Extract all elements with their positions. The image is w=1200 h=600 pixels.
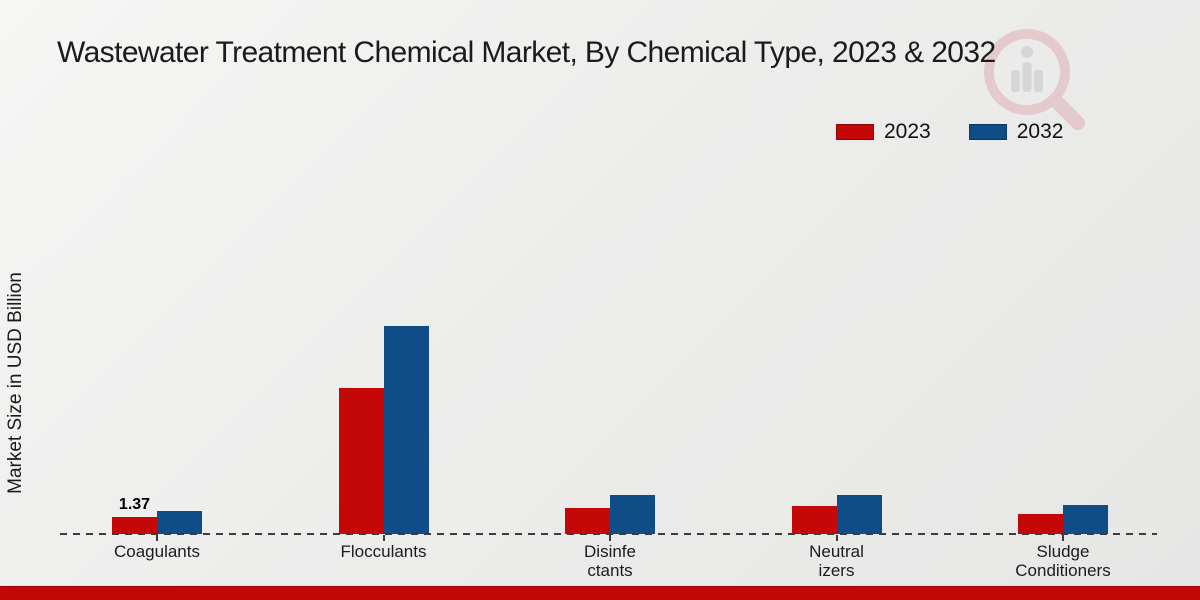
category-label-neutralizers: Neutral izers bbox=[747, 542, 927, 580]
category-label-line: Disinfe bbox=[584, 542, 636, 561]
x-axis-tick bbox=[156, 535, 158, 541]
category-label-line: izers bbox=[818, 561, 855, 580]
chart-title: Wastewater Treatment Chemical Market, By… bbox=[57, 36, 996, 69]
watermark-person-head-icon bbox=[1021, 46, 1033, 58]
category-label-line: Coagulants bbox=[113, 542, 200, 561]
category-label-sludge-conditioners: Sludge Conditioners bbox=[973, 542, 1153, 580]
x-axis-tick bbox=[382, 535, 385, 541]
bar-2023-neutralizers bbox=[791, 506, 837, 534]
bar-2032-sludge-conditioners bbox=[1063, 505, 1108, 534]
category-label-line: Neutral bbox=[809, 542, 864, 561]
bar-2023-flocculants bbox=[338, 388, 384, 534]
bar-2032-flocculants bbox=[383, 326, 429, 534]
legend-swatch-2023 bbox=[836, 124, 874, 140]
legend-label: 2032 bbox=[1016, 120, 1064, 143]
bar-2032-disinfectants bbox=[610, 495, 655, 534]
category-label-line: Conditioners bbox=[1015, 561, 1111, 580]
footer-accent-bar bbox=[0, 586, 1200, 600]
bar-2032-coagulants bbox=[157, 511, 202, 534]
category-label-line: Sludge bbox=[1036, 542, 1090, 561]
bar-2023-disinfectants bbox=[565, 508, 610, 534]
x-axis-tick bbox=[609, 535, 611, 541]
legend-item-2023: 2023 bbox=[836, 120, 931, 144]
zero-baseline-dashed bbox=[60, 533, 1157, 535]
category-label-coagulants: Coagulants bbox=[67, 542, 247, 561]
category-label-line: ctants bbox=[587, 561, 633, 580]
chart-legend: 2023 2032 bbox=[836, 120, 1063, 144]
legend-swatch-2032 bbox=[968, 124, 1007, 140]
category-label-disinfectants: Disinfe ctants bbox=[520, 542, 700, 580]
bar-2032-neutralizers bbox=[836, 495, 882, 534]
watermark-magnifier-ring-icon bbox=[984, 29, 1070, 115]
y-axis-label: Market Size in USD Billion bbox=[5, 272, 26, 494]
bar-2023-coagulants bbox=[112, 517, 157, 534]
watermark-magnifier-handle-icon bbox=[1048, 93, 1085, 130]
x-axis-tick bbox=[835, 535, 838, 541]
watermark-bar-icon bbox=[1034, 70, 1043, 92]
x-axis-tick bbox=[1062, 535, 1064, 541]
bar-2023-sludge-conditioners bbox=[1018, 514, 1063, 534]
category-label-flocculants: Flocculants bbox=[294, 542, 474, 561]
legend-label: 2023 bbox=[884, 120, 931, 143]
legend-item-2032: 2032 bbox=[968, 120, 1064, 144]
category-label-line: Flocculants bbox=[340, 542, 427, 561]
watermark-bar-icon bbox=[1022, 62, 1032, 92]
value-label-coagulants-2023: 1.37 bbox=[118, 496, 151, 513]
watermark-bar-icon bbox=[1011, 70, 1020, 92]
watermark-logo bbox=[984, 29, 1085, 130]
